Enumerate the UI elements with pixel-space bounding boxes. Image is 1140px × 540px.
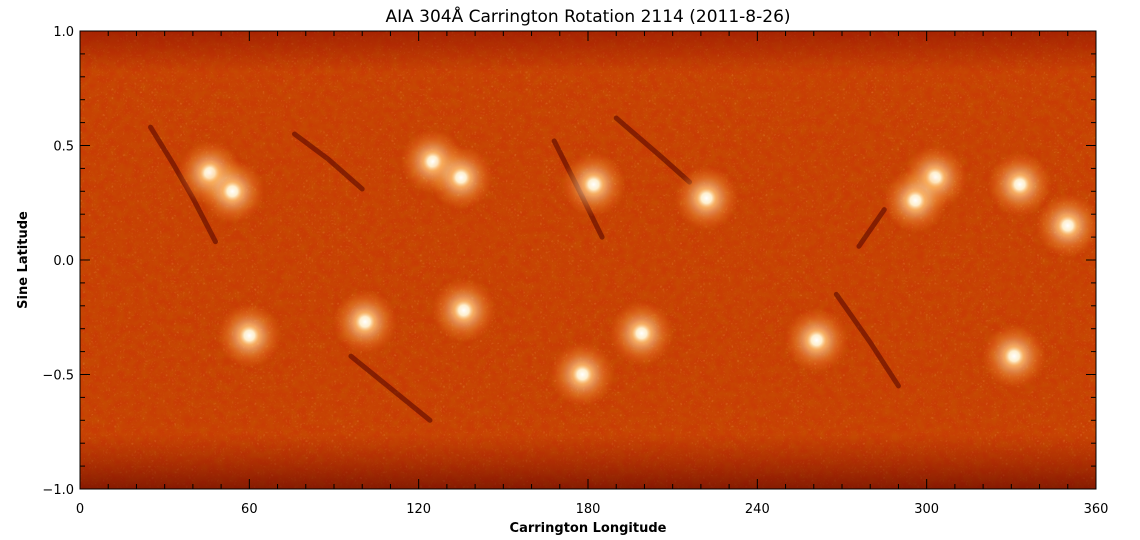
- y-tick-label: 0.0: [53, 254, 74, 269]
- x-axis-label: Carrington Longitude: [510, 521, 667, 536]
- y-tick-label: −1.0: [42, 483, 74, 498]
- active-region-core: [1004, 169, 1035, 200]
- axis-ticks: [79, 30, 1097, 490]
- x-tick-label: 180: [576, 502, 601, 517]
- active-region-core: [448, 295, 479, 326]
- filament: [348, 353, 433, 423]
- filament: [833, 291, 901, 389]
- filament: [291, 131, 365, 192]
- active-region-core: [217, 176, 248, 207]
- active-region-core: [1052, 210, 1083, 241]
- x-tick-label: 0: [76, 502, 84, 517]
- plot-image: [80, 31, 1096, 489]
- y-tick-label: 0.5: [53, 140, 74, 155]
- x-tick-label: 360: [1084, 502, 1109, 517]
- chart-title: AIA 304Å Carrington Rotation 2114 (2011-…: [385, 5, 790, 27]
- active-region-core: [234, 320, 265, 351]
- active-region-core: [350, 306, 381, 337]
- y-tick-label: 1.0: [53, 25, 74, 40]
- dark-filaments: [148, 115, 901, 423]
- filament: [856, 207, 887, 249]
- active-region-core: [999, 341, 1030, 372]
- active-region-core: [691, 183, 722, 214]
- active-region-core: [801, 325, 832, 356]
- x-tick-label: 300: [914, 502, 939, 517]
- active-region-core: [900, 185, 931, 216]
- bright-active-regions: [177, 129, 1096, 407]
- y-tick-label: −0.5: [42, 369, 74, 384]
- y-axis-label: Sine Latitude: [16, 211, 31, 309]
- active-region-core: [578, 169, 609, 200]
- polar-shading: [80, 31, 1096, 489]
- active-region-core: [567, 359, 598, 390]
- active-region-core: [626, 318, 657, 349]
- x-tick-label: 120: [406, 502, 431, 517]
- filament: [613, 115, 693, 185]
- x-tick-label: 60: [241, 502, 258, 517]
- x-tick-label: 240: [745, 502, 770, 517]
- active-region-core: [446, 162, 476, 193]
